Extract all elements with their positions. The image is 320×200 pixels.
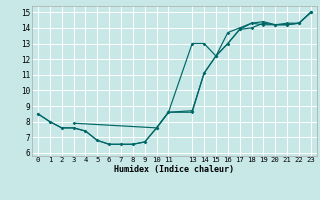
- X-axis label: Humidex (Indice chaleur): Humidex (Indice chaleur): [115, 165, 234, 174]
